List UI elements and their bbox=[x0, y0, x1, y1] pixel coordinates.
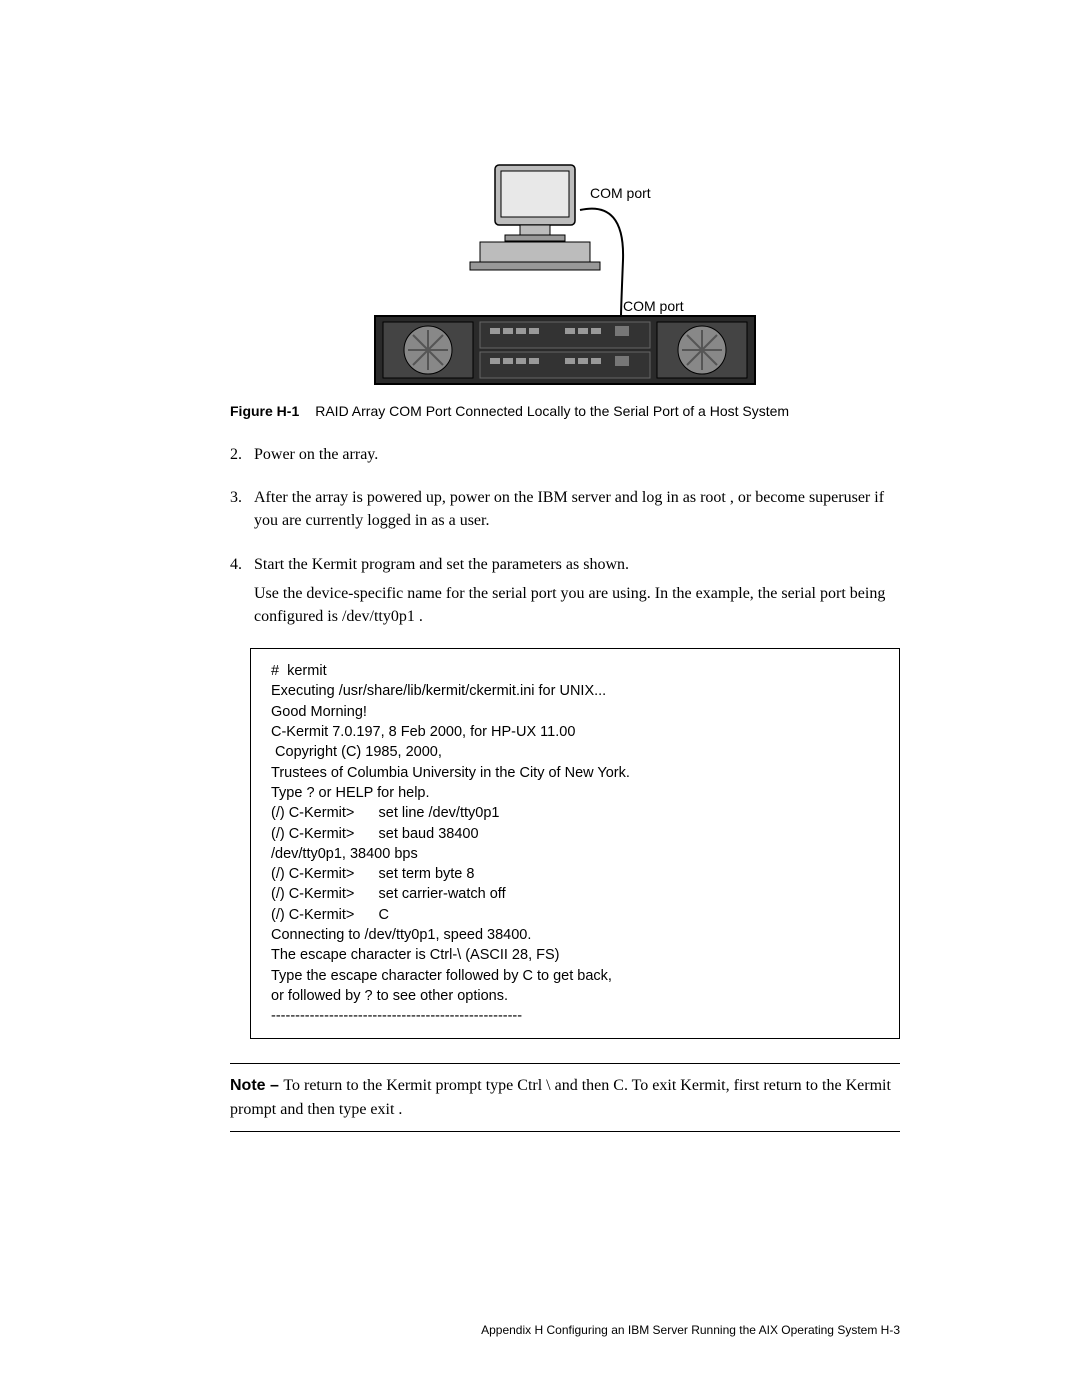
figure-caption-label: Figure H-1 bbox=[230, 403, 315, 419]
figure-caption-text: RAID Array COM Port Connected Locally to… bbox=[315, 403, 789, 419]
step-text: Power on the array. bbox=[254, 443, 900, 466]
step-number: 4. bbox=[230, 553, 254, 635]
step-text: After the array is powered up, power on … bbox=[254, 486, 900, 532]
note-block: Note – To return to the Kermit prompt ty… bbox=[230, 1063, 900, 1131]
note-label: Note – bbox=[230, 1077, 283, 1094]
page-footer: Appendix H Configuring an IBM Server Run… bbox=[481, 1323, 900, 1337]
step-number: 2. bbox=[230, 443, 254, 472]
figure-diagram bbox=[365, 160, 765, 390]
terminal-output: # kermit Executing /usr/share/lib/kermit… bbox=[250, 648, 900, 1039]
figure-area: COM port COM port Figure H-1 RAID Array … bbox=[230, 160, 900, 419]
step-4: 4. Start the Kermit program and set the … bbox=[230, 553, 900, 635]
step-text: Use the device-specific name for the ser… bbox=[254, 582, 900, 628]
step-3: 3. After the array is powered up, power … bbox=[230, 486, 900, 538]
step-2: 2. Power on the array. bbox=[230, 443, 900, 472]
step-text: Start the Kermit program and set the par… bbox=[254, 553, 900, 576]
step-list: 2. Power on the array. 3. After the arra… bbox=[230, 443, 900, 634]
note-text: To return to the Kermit prompt type Ctrl… bbox=[230, 1077, 891, 1117]
figure-caption: Figure H-1 RAID Array COM Port Connected… bbox=[230, 403, 900, 419]
step-number: 3. bbox=[230, 486, 254, 538]
com-port-label-bottom: COM port bbox=[623, 298, 684, 314]
com-port-label-top: COM port bbox=[590, 185, 651, 201]
